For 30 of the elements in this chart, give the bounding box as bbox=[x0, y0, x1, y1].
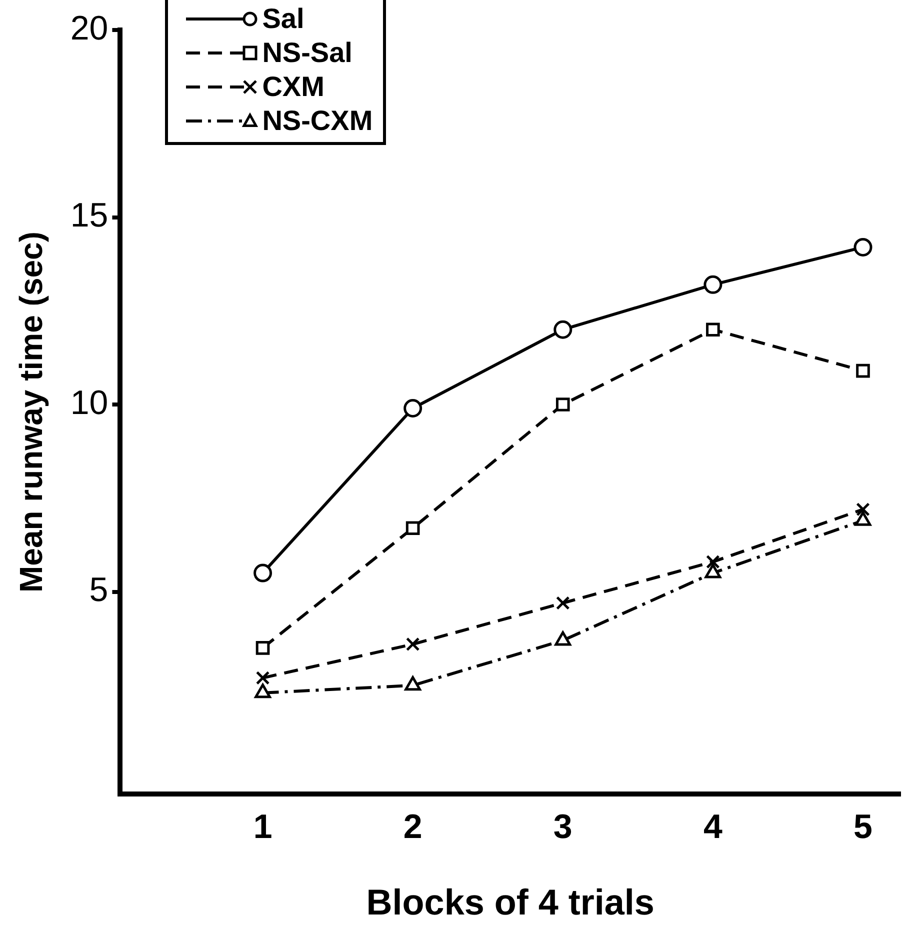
x-tick-label: 3 bbox=[553, 808, 572, 846]
point bbox=[554, 320, 572, 339]
x-tick-label: 1 bbox=[253, 808, 272, 846]
point bbox=[406, 637, 420, 652]
point bbox=[406, 521, 420, 536]
point bbox=[856, 364, 870, 378]
x-tick-label: 2 bbox=[403, 808, 422, 846]
point bbox=[856, 502, 870, 516]
x-axis-title: Blocks of 4 trials bbox=[366, 881, 654, 922]
y-tick-label: 5 bbox=[89, 571, 108, 610]
legend-label: NS-Sal bbox=[262, 36, 352, 70]
legend-label: NS-CXM bbox=[262, 104, 373, 138]
point bbox=[256, 641, 270, 655]
point bbox=[854, 238, 872, 256]
point bbox=[706, 322, 720, 337]
y-tick-label: 10 bbox=[70, 384, 108, 422]
legend-label: Sal bbox=[262, 2, 304, 36]
point bbox=[254, 564, 272, 582]
point bbox=[556, 596, 570, 610]
point bbox=[556, 398, 570, 412]
legend-label: CXM bbox=[262, 70, 324, 104]
x-tick-label: 4 bbox=[703, 808, 722, 846]
point bbox=[706, 554, 720, 569]
point bbox=[704, 275, 722, 294]
y-tick-label: 20 bbox=[70, 9, 108, 48]
y-tick-label: 15 bbox=[70, 196, 108, 235]
point bbox=[256, 670, 270, 685]
y-axis-title: Mean runway time (sec) bbox=[13, 232, 50, 592]
point bbox=[404, 399, 422, 418]
x-tick-label: 5 bbox=[854, 808, 872, 846]
